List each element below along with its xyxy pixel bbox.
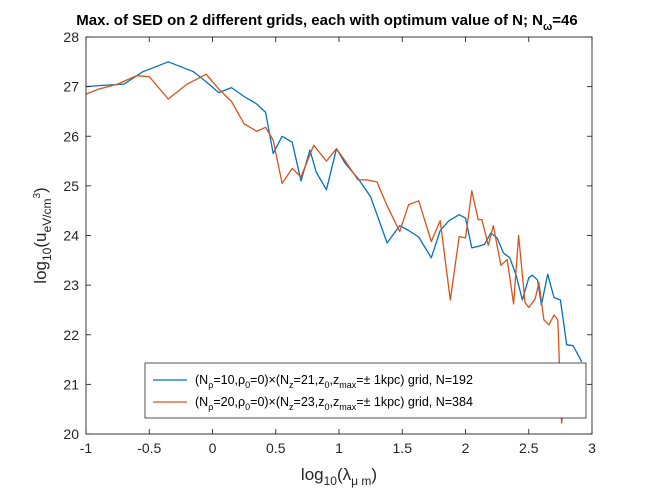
- y-tick-label: 21: [63, 376, 79, 392]
- y-tick-label: 22: [63, 327, 79, 343]
- title-subscript: ω: [543, 21, 552, 33]
- legend-entry-orange: (Nρ=20,ρ0=0)×(Nz=23,z0,zmax=± 1kpc) grid…: [195, 395, 473, 412]
- legend: (Nρ=10,ρ0=0)×(Nz=21,z0,zmax=± 1kpc) grid…: [144, 362, 587, 419]
- y-tick-label: 24: [63, 228, 79, 244]
- x-axis-label: log10(λμ m): [301, 465, 377, 488]
- series-line-blue: [85, 61, 583, 363]
- ticks-layer: -1 -0.5 0 0.5 1 1.5 2 2.5 3 20 21 22 23 24 25 26 27 28: [63, 29, 596, 456]
- title-tail: =46: [552, 12, 577, 29]
- x-tick-label: 1: [335, 440, 343, 456]
- chart-title: Max. of SED on 2 different grids, each w…: [76, 12, 577, 33]
- x-tick-label: -0.5: [137, 440, 161, 456]
- x-tick-label: 3: [588, 440, 596, 456]
- y-tick-label: 27: [63, 79, 79, 95]
- y-tick-label: 23: [63, 277, 79, 293]
- x-tick-label: 2.5: [519, 440, 539, 456]
- y-tick-label: 25: [63, 178, 79, 194]
- x-tick-label: 2: [462, 440, 470, 456]
- y-tick-label: 20: [63, 426, 79, 442]
- legend-entry-blue: (Nρ=10,ρ0=0)×(Nz=21,z0,zmax=± 1kpc) grid…: [195, 373, 473, 390]
- series-layer: [85, 61, 583, 424]
- legend-box: [144, 362, 587, 419]
- y-tick-label: 26: [63, 128, 79, 144]
- x-tick-label: 1.5: [393, 440, 413, 456]
- y-axis-label: log10(ueV/cm3): [31, 187, 54, 283]
- x-tick-label: 0.5: [266, 440, 286, 456]
- x-tick-label: -1: [80, 440, 93, 456]
- x-tick-label: 0: [209, 440, 217, 456]
- y-tick-label: 28: [63, 29, 79, 45]
- series-line-orange: [85, 73, 583, 424]
